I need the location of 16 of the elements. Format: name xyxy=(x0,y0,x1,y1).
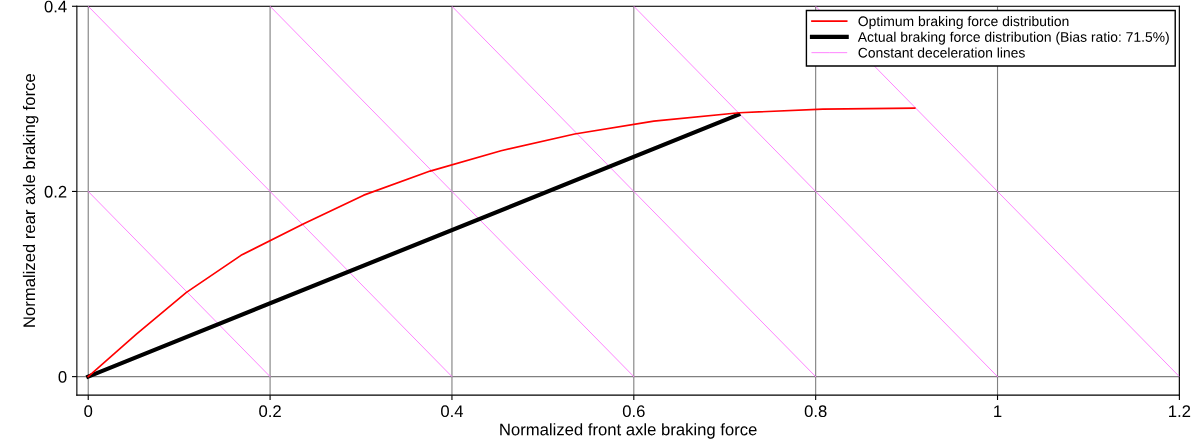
x-tick-label: 0.8 xyxy=(804,405,827,418)
legend-label: Constant deceleration lines xyxy=(858,47,1025,58)
x-axis-title: Normalized front axle braking force xyxy=(500,423,757,439)
x-tick-label: 0.6 xyxy=(622,405,645,418)
line-series xyxy=(87,107,916,378)
legend-label: Optimum braking force distribution xyxy=(858,15,1069,29)
y-tick-label: 0 xyxy=(58,371,67,383)
x-tick-label: 1 xyxy=(994,405,1002,417)
y-tick-label: 0.2 xyxy=(44,185,67,198)
y-tick-label: 0.4 xyxy=(44,0,67,13)
y-axis-title: Normalized rear axle braking force xyxy=(22,74,39,327)
x-tick-label: 0.4 xyxy=(441,405,464,418)
x-tick-label: 0.2 xyxy=(259,405,281,418)
x-tick-label: 0 xyxy=(84,405,93,418)
x-tick-label: 1.2 xyxy=(1169,405,1191,417)
legend-label: Actual braking force distribution (Bias ratio: 71.5%) xyxy=(857,31,1169,45)
